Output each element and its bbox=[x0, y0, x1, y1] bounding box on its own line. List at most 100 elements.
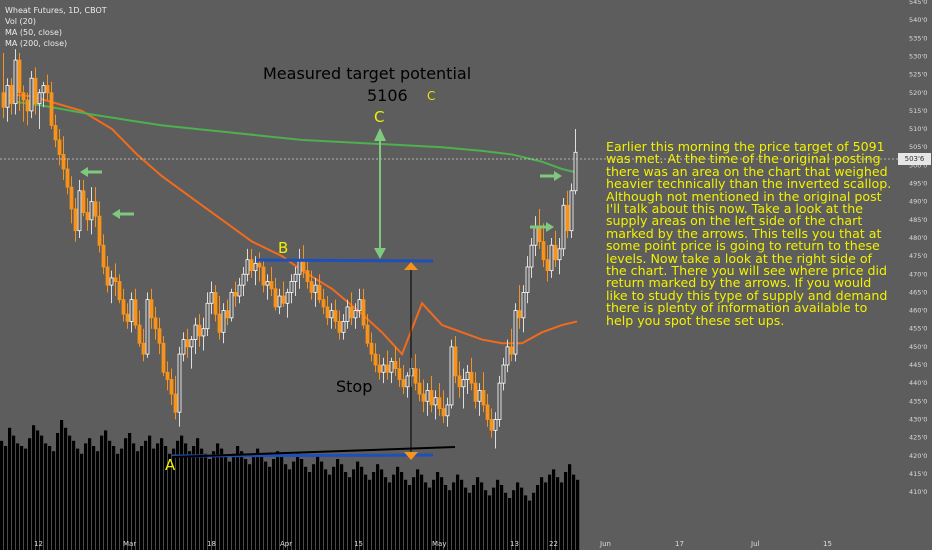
triangle-down-icon bbox=[404, 452, 418, 460]
candle bbox=[193, 317, 198, 355]
chart-legend: Wheat Futures, 1D, CBOT Vol (20) MA (50,… bbox=[5, 5, 107, 49]
candle-body bbox=[81, 190, 86, 213]
volume-bar bbox=[368, 479, 372, 550]
candle-body bbox=[157, 328, 162, 344]
volume-bar bbox=[360, 466, 364, 550]
volume-bar bbox=[272, 459, 276, 550]
candle bbox=[5, 78, 10, 122]
candle-body bbox=[161, 342, 166, 373]
volume-bar bbox=[480, 482, 484, 550]
candle-body bbox=[413, 368, 418, 384]
volume-bar bbox=[300, 459, 304, 550]
candle bbox=[197, 314, 202, 347]
candle bbox=[17, 52, 22, 111]
volume-bar bbox=[428, 487, 432, 550]
candle-body bbox=[49, 92, 54, 126]
candle bbox=[161, 335, 166, 376]
candle bbox=[277, 288, 282, 315]
candle-body bbox=[145, 299, 150, 355]
candle bbox=[153, 306, 158, 340]
candle-body bbox=[85, 212, 90, 221]
volume-bar bbox=[244, 459, 248, 550]
volume-bar bbox=[484, 490, 488, 550]
candle bbox=[189, 335, 194, 369]
volume-bar bbox=[536, 485, 540, 550]
candle bbox=[41, 81, 46, 108]
candle bbox=[461, 368, 466, 409]
candle bbox=[25, 92, 30, 126]
arrow-head bbox=[546, 222, 554, 232]
volume-bar bbox=[344, 472, 348, 550]
candle-body bbox=[269, 281, 274, 290]
candle bbox=[93, 187, 98, 228]
arrow-down-icon bbox=[374, 248, 386, 259]
candle-body bbox=[469, 371, 474, 384]
candle bbox=[529, 237, 534, 278]
volume-bar bbox=[36, 430, 40, 550]
candle bbox=[489, 408, 494, 438]
volume-bar bbox=[356, 461, 360, 550]
candle bbox=[85, 198, 90, 231]
candle bbox=[185, 328, 190, 358]
candle bbox=[201, 317, 206, 351]
candle-body bbox=[437, 397, 442, 409]
candle bbox=[497, 375, 502, 427]
candle-body bbox=[561, 204, 566, 250]
legend-volume: Vol (20) bbox=[5, 17, 36, 26]
candle-body bbox=[273, 288, 278, 308]
price-tick-label: 410'0 bbox=[909, 488, 927, 496]
price-tick-label: 435'0 bbox=[909, 397, 927, 405]
volume-bar bbox=[400, 472, 404, 550]
volume-bar bbox=[288, 469, 292, 550]
volume-bar bbox=[4, 446, 8, 550]
supply-arrow-icon bbox=[112, 209, 134, 219]
candle bbox=[269, 266, 274, 297]
candle-body bbox=[241, 273, 246, 286]
volume-bar bbox=[464, 487, 468, 550]
candle-body bbox=[285, 291, 290, 304]
candle-body bbox=[445, 404, 450, 417]
volume-bar bbox=[204, 453, 208, 550]
candle bbox=[517, 285, 522, 329]
candle-body bbox=[349, 306, 354, 319]
candle-body bbox=[197, 324, 202, 337]
candle-body bbox=[217, 313, 222, 333]
volume-bar bbox=[404, 479, 408, 550]
volume-bar bbox=[52, 451, 56, 550]
triangle-up-icon bbox=[404, 262, 418, 270]
candle-body bbox=[133, 299, 138, 326]
volume-bar bbox=[436, 472, 440, 550]
candle bbox=[73, 198, 78, 242]
volume-bar bbox=[312, 464, 316, 550]
candle-body bbox=[253, 262, 258, 272]
candle-body bbox=[293, 273, 298, 282]
candle-body bbox=[33, 77, 38, 105]
volume-bar bbox=[552, 469, 556, 550]
legend-ma50: MA (50, close) bbox=[5, 28, 63, 37]
volume-bar bbox=[512, 490, 516, 550]
ma50-line bbox=[1, 93, 578, 356]
volume-bar bbox=[472, 485, 476, 550]
volume-bar bbox=[444, 485, 448, 550]
candle bbox=[453, 335, 458, 384]
candle bbox=[141, 328, 146, 362]
candle-body bbox=[309, 281, 314, 293]
candle-body bbox=[249, 259, 254, 272]
candle bbox=[361, 288, 366, 329]
volume-bar bbox=[560, 482, 564, 550]
volume-bar bbox=[376, 464, 380, 550]
label-a: A bbox=[165, 456, 176, 474]
legend-symbol: Wheat Futures, 1D, CBOT bbox=[5, 6, 107, 15]
volume-bar bbox=[180, 435, 184, 550]
volume-bar bbox=[16, 443, 20, 550]
candle-body bbox=[481, 390, 486, 406]
volume-bar bbox=[56, 433, 60, 550]
candle bbox=[213, 285, 218, 322]
candle bbox=[129, 292, 134, 333]
volume-bar bbox=[372, 472, 376, 550]
candle bbox=[237, 277, 242, 304]
candle bbox=[537, 208, 542, 249]
trend-line-a bbox=[171, 446, 456, 458]
candle bbox=[57, 129, 62, 166]
